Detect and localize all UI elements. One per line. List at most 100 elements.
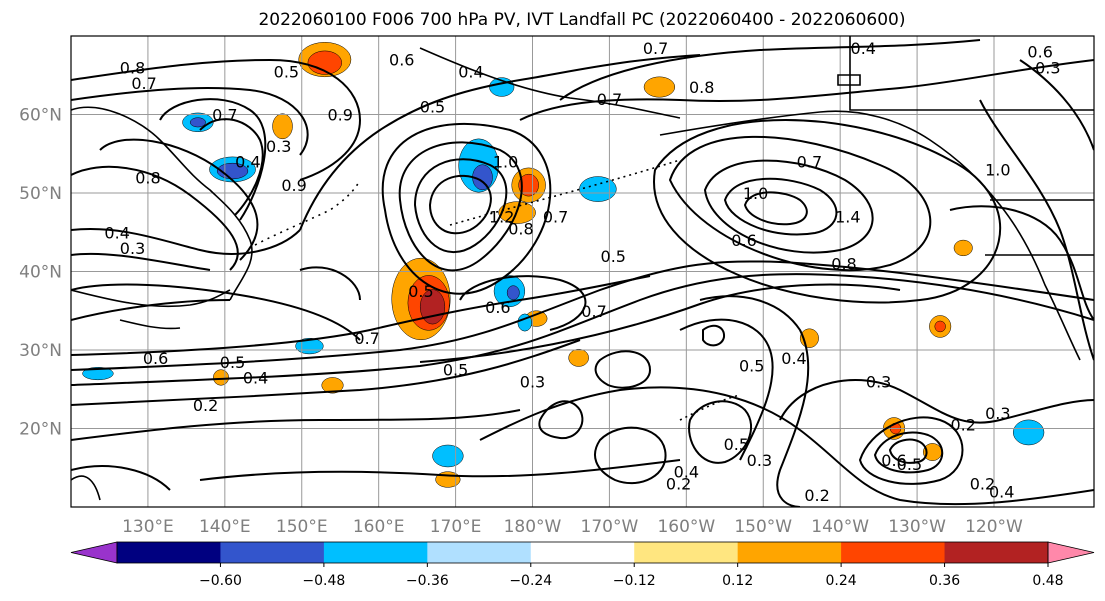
contour-label: 0.9 (281, 176, 306, 195)
contour-label: 0.2 (804, 486, 829, 505)
contour-label: 0.4 (104, 223, 129, 242)
contour-label: 0.6 (731, 231, 756, 250)
colorbar-tick-label: −0.24 (509, 573, 552, 589)
contour-label: 1.0 (743, 184, 768, 203)
colorbar-tick-label: 0.12 (722, 573, 753, 589)
contour-label: 0.7 (131, 74, 156, 93)
colorbar-segment (530, 542, 635, 563)
contour-label: 0.7 (597, 90, 622, 109)
contour-label: 0.3 (520, 372, 545, 391)
contour-label: 0.6 (881, 451, 906, 470)
contour-label: 0.4 (851, 39, 876, 58)
contour-label: 0.3 (120, 239, 145, 258)
contour-label: 0.5 (220, 353, 245, 372)
pv-anomaly-patch (82, 367, 114, 381)
colorbar-segment (323, 542, 428, 563)
contour-label: 0.6 (143, 349, 168, 368)
lon-tick-label: 160°W (657, 517, 715, 537)
lon-tick-label: 150°E (276, 517, 328, 537)
pv-anomaly-patch (934, 320, 946, 333)
lat-tick-label: 20°N (19, 420, 62, 440)
contour-labels: 0.80.70.50.60.40.7 0.4 0.60.30.5 0.70.80.7 0… (104, 39, 1060, 505)
lat-tick-label: 60°N (19, 106, 62, 126)
colorbar-tick-label: 0.36 (929, 573, 960, 589)
contour-label: 0.3 (985, 404, 1010, 423)
contour-label: 0.7 (354, 329, 379, 348)
contour-label: 0.7 (643, 39, 668, 58)
colorbar-segment (634, 542, 739, 563)
contour-label: 0.5 (739, 357, 764, 376)
pv-anomaly-patch (307, 50, 342, 75)
map-title: 2022060100 F006 700 hPa PV, IVT Landfall… (258, 10, 905, 30)
contour-label: 0.3 (1035, 58, 1060, 77)
pv-contours (71, 39, 1094, 507)
contour-label: 0.6 (389, 51, 414, 70)
colorbar-segment (117, 542, 221, 563)
lat-tick-label: 40°N (19, 263, 62, 283)
contour-label: 0.5 (420, 98, 445, 117)
contour-label: 0.6 (1027, 43, 1052, 62)
lat-tick-label: 30°N (19, 341, 62, 361)
contour-label: 0.9 (327, 106, 352, 125)
contour-label: 1.0 (985, 160, 1010, 179)
contour-label: 0.7 (543, 208, 568, 227)
contour-label: 0.6 (485, 298, 510, 317)
contour-label: 0.4 (674, 463, 699, 482)
contour-label: 0.5 (724, 435, 749, 454)
contour-label: 0.2 (951, 416, 976, 435)
colorbar-segment (841, 542, 946, 563)
pv-anomaly-patch (579, 176, 617, 202)
contour-label: 0.7 (581, 302, 606, 321)
lon-tick-label: 180°W (504, 517, 562, 537)
contour-label: 0.5 (408, 282, 433, 301)
colorbar-tick-label: −0.48 (302, 573, 345, 589)
pv-anomaly-patch (272, 113, 293, 140)
lon-tick-label: 130°E (122, 517, 174, 537)
contour-label: 0.4 (781, 349, 806, 368)
lon-tick-label: 120°W (965, 517, 1023, 537)
contour-label: 0.8 (135, 168, 160, 187)
pv-anomaly-patch (1012, 419, 1045, 446)
contour-label: 0.8 (689, 78, 714, 97)
coastlines (71, 36, 1094, 501)
colorbar-tick-label: −0.60 (199, 573, 242, 589)
contour-label: 0.4 (989, 482, 1014, 501)
contour-label: 0.3 (266, 137, 291, 156)
colorbar-segment (944, 542, 1049, 563)
contour-label: 0.4 (458, 62, 483, 81)
pv-anomaly-patch (953, 239, 973, 257)
contour-label: 0.7 (212, 106, 237, 125)
contour-label: 0.5 (601, 247, 626, 266)
lon-tick-label: 160°E (353, 517, 405, 537)
colorbar: −0.60 −0.48 −0.36 −0.24 −0.12 0.12 0.24 0.36 0.4… (70, 541, 1095, 589)
colorbar-tick-label: −0.36 (406, 573, 449, 589)
longitude-tick-labels: 130°E 140°E 150°E 160°E 170°E 180°W 170°W 160°W… (122, 517, 1023, 537)
lon-tick-label: 150°W (734, 517, 792, 537)
colorbar-segment (220, 542, 325, 563)
contour-label: 0.8 (120, 58, 145, 77)
pv-anomaly-patch (506, 285, 520, 301)
lon-tick-label: 140°W (811, 517, 869, 537)
contour-label: 0.5 (443, 361, 468, 380)
pv-anomaly-patch (321, 377, 344, 394)
lat-tick-label: 50°N (19, 184, 62, 204)
colorbar-tick-label: −0.12 (613, 573, 656, 589)
contour-label: 0.3 (747, 451, 772, 470)
contour-label: 0.5 (897, 455, 922, 474)
contour-label: 0.5 (274, 62, 299, 81)
colorbar-segment (427, 542, 532, 563)
map-frame (70, 35, 1095, 508)
contour-label: 1.0 (493, 153, 518, 172)
latitude-tick-labels: 60°N 50°N 40°N 30°N 20°N (19, 106, 62, 440)
pv-anomaly-patch (643, 76, 676, 98)
pv-anomaly-patch (213, 369, 229, 386)
contour-label: 1.4 (835, 208, 860, 227)
pv-anomaly-patch (189, 117, 206, 128)
colorbar-segment (737, 542, 842, 563)
colorbar-tick-label: 0.48 (1032, 573, 1063, 589)
contour-label: 1.2 (489, 208, 514, 227)
contour-label: 0.2 (970, 474, 995, 493)
lon-tick-label: 170°E (430, 517, 482, 537)
pv-anomaly-patch (518, 173, 539, 197)
contour-label: 0.2 (666, 474, 691, 493)
